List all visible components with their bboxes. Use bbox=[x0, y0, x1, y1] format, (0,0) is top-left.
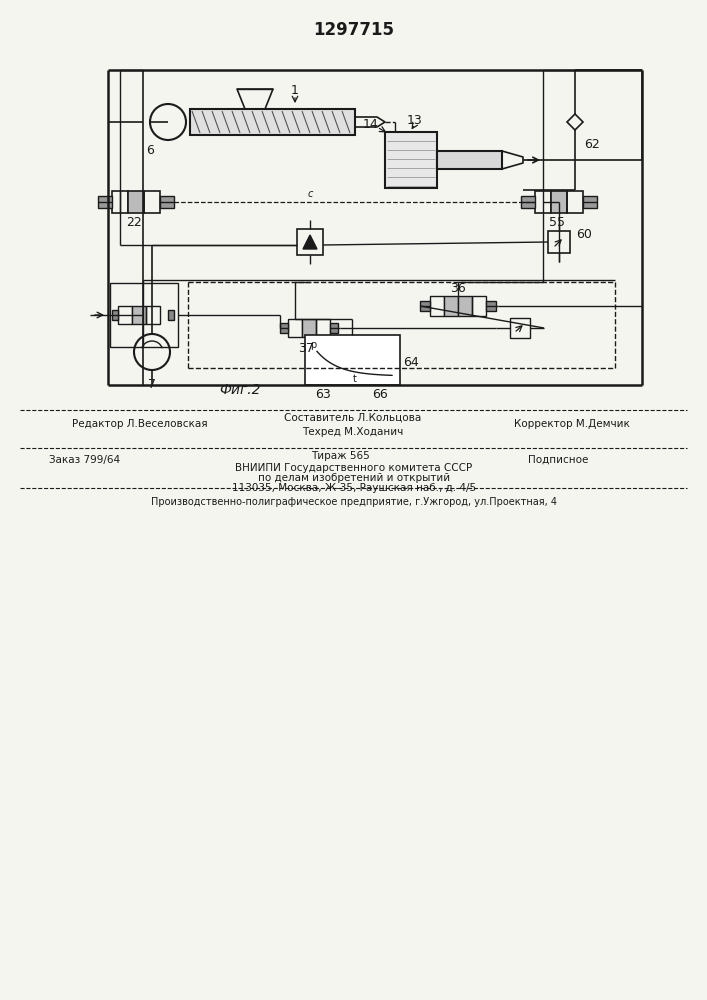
Bar bbox=[535, 191, 551, 213]
Text: Фиг.2: Фиг.2 bbox=[219, 383, 261, 397]
Bar bbox=[444, 296, 458, 316]
Bar bbox=[297, 229, 323, 255]
Bar bbox=[288, 319, 302, 337]
Text: 63: 63 bbox=[315, 387, 331, 400]
Text: Редактор Л.Веселовская: Редактор Л.Веселовская bbox=[72, 419, 208, 429]
Bar bbox=[110, 283, 178, 347]
Text: 14: 14 bbox=[363, 117, 379, 130]
Bar bbox=[280, 323, 288, 333]
Bar bbox=[430, 296, 444, 316]
Text: 1: 1 bbox=[291, 84, 299, 97]
Bar bbox=[551, 191, 567, 213]
Text: 66: 66 bbox=[372, 387, 388, 400]
Text: Корректор М.Демчик: Корректор М.Демчик bbox=[514, 419, 630, 429]
Bar bbox=[302, 319, 316, 337]
Text: 37: 37 bbox=[298, 342, 314, 355]
Bar bbox=[316, 319, 330, 337]
Bar bbox=[486, 301, 496, 311]
Text: c: c bbox=[308, 189, 312, 199]
Bar bbox=[472, 296, 486, 316]
Bar bbox=[160, 196, 174, 208]
Bar bbox=[385, 132, 437, 188]
Text: 113035, Москва, Ж-35, Раушская наб., д. 4/5: 113035, Москва, Ж-35, Раушская наб., д. … bbox=[232, 483, 476, 493]
Bar bbox=[583, 196, 597, 208]
Text: 7: 7 bbox=[148, 377, 156, 390]
Text: Тираж 565: Тираж 565 bbox=[310, 451, 369, 461]
Text: по делам изобретений и открытий: по делам изобретений и открытий bbox=[258, 473, 450, 483]
Text: 60: 60 bbox=[576, 229, 592, 241]
Text: t: t bbox=[353, 374, 357, 384]
Bar bbox=[567, 191, 583, 213]
Bar bbox=[437, 151, 502, 169]
Bar bbox=[521, 196, 535, 208]
Text: ВНИИПИ Государственного комитета СССР: ВНИИПИ Государственного комитета СССР bbox=[235, 463, 472, 473]
Text: Заказ 799/64: Заказ 799/64 bbox=[49, 455, 121, 465]
Text: 1297715: 1297715 bbox=[313, 21, 395, 39]
Bar bbox=[305, 335, 400, 385]
Text: 64: 64 bbox=[403, 356, 419, 368]
Bar bbox=[190, 109, 355, 135]
Bar bbox=[132, 306, 146, 324]
Bar bbox=[146, 306, 160, 324]
Bar bbox=[144, 191, 160, 213]
Text: Производственно-полиграфическое предприятие, г.Ужгород, ул.Проектная, 4: Производственно-полиграфическое предприя… bbox=[151, 497, 557, 507]
Text: 55: 55 bbox=[549, 216, 565, 229]
Text: Подписное: Подписное bbox=[528, 455, 588, 465]
Text: 13: 13 bbox=[407, 113, 423, 126]
Bar bbox=[548, 231, 570, 253]
Text: 36: 36 bbox=[450, 282, 466, 294]
Text: Техред М.Ходанич: Техред М.Ходанич bbox=[303, 427, 404, 437]
Bar bbox=[98, 196, 112, 208]
Text: 22: 22 bbox=[126, 216, 142, 229]
Polygon shape bbox=[303, 235, 317, 249]
Bar bbox=[420, 301, 430, 311]
Bar bbox=[510, 318, 530, 338]
Text: 62: 62 bbox=[584, 138, 600, 151]
Bar bbox=[128, 191, 144, 213]
Bar bbox=[118, 306, 132, 324]
Bar bbox=[168, 310, 174, 320]
Bar bbox=[330, 323, 338, 333]
Bar bbox=[458, 296, 472, 316]
Text: p: p bbox=[310, 340, 316, 350]
Text: 6: 6 bbox=[146, 143, 154, 156]
Bar bbox=[112, 191, 128, 213]
Bar bbox=[112, 310, 118, 320]
Text: Составитель Л.Кольцова: Составитель Л.Кольцова bbox=[284, 413, 421, 423]
